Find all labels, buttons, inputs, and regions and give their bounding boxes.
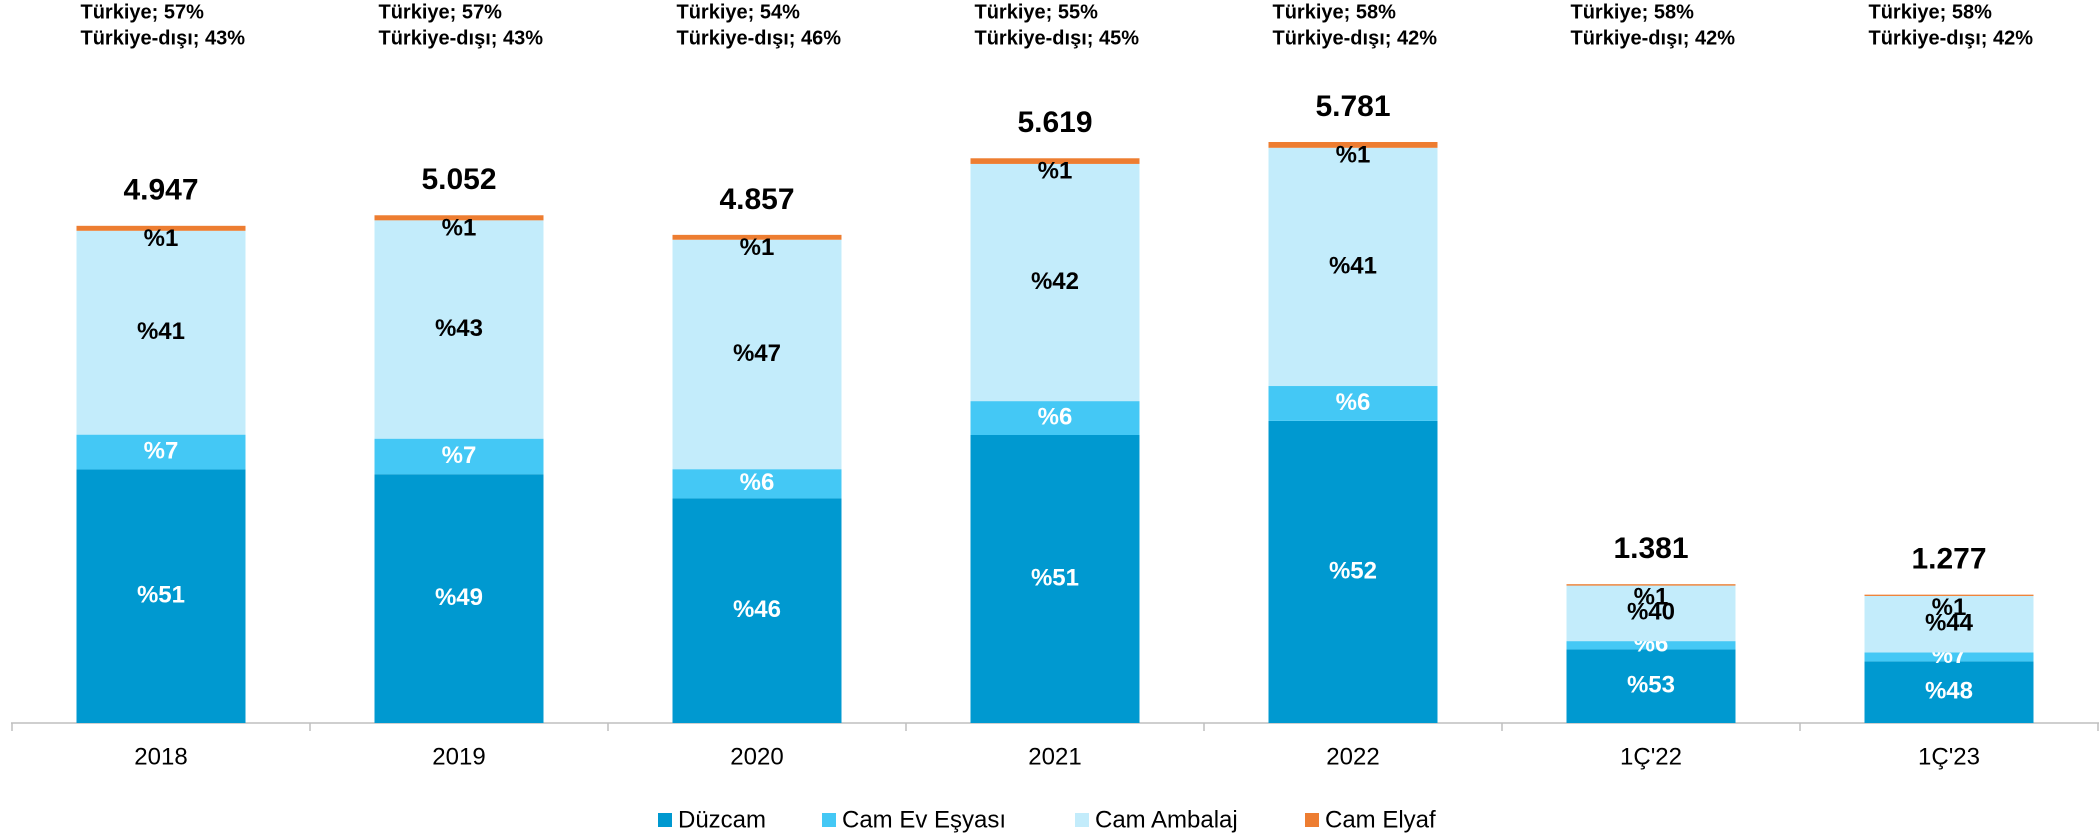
bar-segment (374, 438, 544, 475)
annotation: Türkiye; 54% (677, 1, 801, 23)
segment-label: %42 (1031, 268, 1079, 295)
x-tick-label: 2021 (1028, 743, 1081, 770)
bar-segment (1864, 594, 2034, 596)
bar-segment (76, 225, 246, 231)
bar-segment (1268, 420, 1438, 723)
annotation: Türkiye-dışı; 43% (379, 27, 544, 49)
segment-label: %51 (137, 582, 185, 609)
bar-segment (76, 230, 246, 435)
segment-label: %1 (1634, 584, 1669, 611)
segment-label: %52 (1329, 557, 1377, 584)
total-label: 5.052 (421, 163, 496, 196)
segment-label: %1 (442, 215, 477, 242)
bar-segment (970, 163, 1140, 402)
x-tick-label: 2019 (432, 743, 485, 770)
segment-label: %51 (1031, 564, 1079, 591)
segment-label: %49 (435, 584, 483, 611)
total-label: 4.857 (719, 183, 794, 216)
annotation: Türkiye-dışı; 42% (1571, 27, 1736, 49)
total-label: 5.619 (1017, 106, 1092, 139)
segment-label: %6 (1336, 389, 1371, 416)
bar-segment (1864, 652, 2034, 662)
bar-segment (1566, 585, 1736, 642)
total-label: 1.277 (1911, 543, 1986, 576)
legend-swatch (658, 813, 672, 827)
total-label: 1.381 (1613, 532, 1688, 565)
x-tick-label: 1Ç'23 (1918, 743, 1980, 770)
segment-label: %1 (144, 225, 179, 252)
segment-label: %48 (1925, 678, 1973, 705)
segment-label: %41 (137, 318, 185, 345)
bar-segment (1864, 661, 2034, 723)
legend-label: Cam Ambalaj (1095, 806, 1238, 833)
bar-segment (374, 220, 544, 439)
segment-label: %7 (144, 437, 179, 464)
bar-segment (76, 469, 246, 723)
segment-label: %1 (740, 234, 775, 261)
annotation: Türkiye-dışı; 46% (677, 27, 842, 49)
bar-segment (970, 401, 1140, 435)
bar-segment (1566, 641, 1736, 650)
segment-label: %46 (733, 596, 781, 623)
bar-segment (1268, 386, 1438, 421)
segment-label: %44 (1925, 610, 1974, 637)
segment-label: %6 (1038, 403, 1073, 430)
total-label: 4.947 (123, 174, 198, 207)
legend-label: Cam Ev Eşyası (842, 806, 1006, 833)
x-tick-label: 2018 (134, 743, 187, 770)
bar-segment (374, 215, 544, 221)
bar-segment (1864, 595, 2034, 653)
annotation: Türkiye; 55% (975, 1, 1099, 23)
segment-label: %47 (733, 340, 781, 367)
annotation: Türkiye; 57% (379, 1, 503, 23)
annotation: Türkiye-dışı; 43% (81, 27, 246, 49)
bar-segment (672, 498, 842, 723)
segment-label: %1 (1038, 158, 1073, 185)
bar-segment (1268, 147, 1438, 387)
segment-label: %53 (1627, 672, 1675, 699)
annotation: Türkiye; 58% (1571, 1, 1695, 23)
annotation: Türkiye; 58% (1869, 1, 1993, 23)
bar-segment (672, 234, 842, 240)
legend-label: Cam Elyaf (1325, 806, 1436, 833)
annotation: Türkiye; 57% (81, 1, 205, 23)
bar-segment (1566, 584, 1736, 586)
bar-segment (1566, 649, 1736, 723)
annotation: Türkiye-dışı; 42% (1273, 27, 1438, 49)
bar-segment (76, 434, 246, 470)
segment-label: %1 (1336, 141, 1371, 168)
bar-segment (374, 474, 544, 723)
segment-label: %40 (1627, 599, 1675, 626)
total-label: 5.781 (1315, 90, 1390, 123)
legend-label: Düzcam (678, 806, 766, 833)
bar-segment (672, 239, 842, 470)
x-tick-label: 1Ç'22 (1620, 743, 1682, 770)
annotation: Türkiye-dışı; 45% (975, 27, 1140, 49)
segment-label: %43 (435, 315, 483, 342)
x-tick-label: 2020 (730, 743, 783, 770)
bar-segment (1268, 142, 1438, 148)
segment-label: %1 (1932, 594, 1967, 621)
annotation: Türkiye-dışı; 42% (1869, 27, 2034, 49)
legend-swatch (1305, 813, 1319, 827)
bar-segment (970, 158, 1140, 164)
bar-segment (672, 469, 842, 499)
x-tick-label: 2022 (1326, 743, 1379, 770)
segment-label: %41 (1329, 252, 1377, 279)
legend-swatch (822, 813, 836, 827)
legend-swatch (1075, 813, 1089, 827)
segment-label: %7 (442, 442, 477, 469)
annotation: Türkiye; 58% (1273, 1, 1397, 23)
segment-label: %6 (740, 469, 775, 496)
bar-segment (970, 434, 1140, 723)
